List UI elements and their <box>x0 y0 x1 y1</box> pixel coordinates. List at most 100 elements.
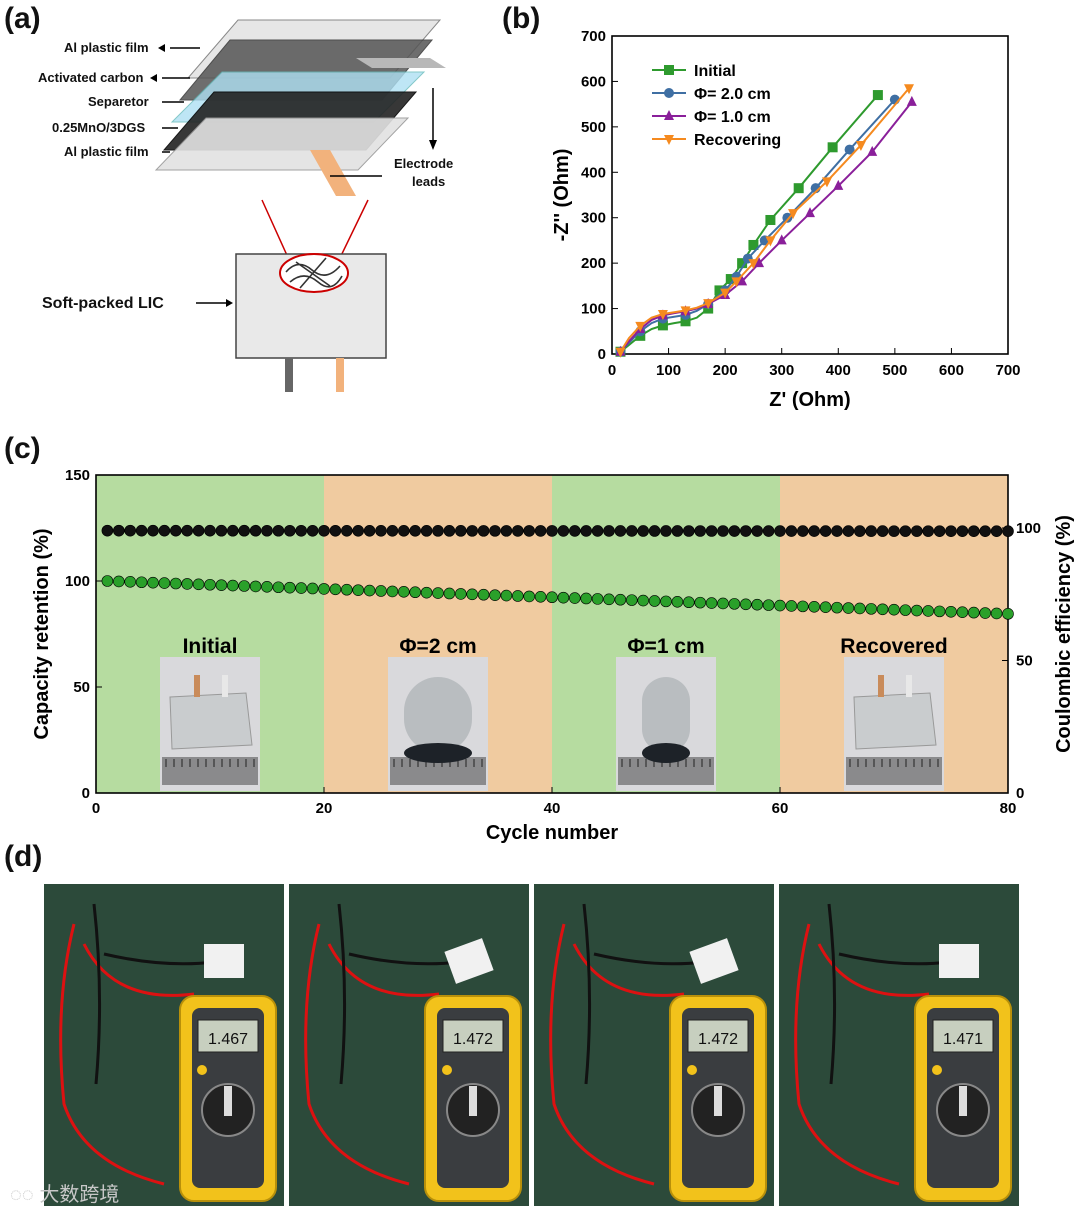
data-point-c <box>181 524 193 537</box>
black-wire <box>92 903 215 1085</box>
pouch-lead <box>222 675 228 697</box>
data-point-c <box>295 582 308 594</box>
data-point-c <box>101 524 114 537</box>
data-point-c <box>694 596 707 609</box>
data-point-c <box>762 525 775 537</box>
data-point-c <box>272 524 285 537</box>
x-tick-label-b: 700 <box>995 362 1020 379</box>
multimeter-photo: 1.472 <box>289 884 529 1206</box>
photo-pouch-bent-1cm <box>616 657 716 791</box>
cell-under-test <box>689 938 739 984</box>
data-point-c <box>705 597 718 609</box>
watermark-logo-icon: ◌◌ <box>10 1184 40 1206</box>
data-point-c <box>603 525 615 537</box>
data-point-c <box>865 603 878 615</box>
y-tick-label-b: 100 <box>581 301 606 318</box>
multimeter-display <box>197 1019 259 1053</box>
data-point-c <box>945 605 957 618</box>
data-point-c <box>717 597 729 610</box>
data-point-b <box>680 306 691 317</box>
panel-a-schematic: Al plastic film Activated carbon Separet… <box>0 0 500 420</box>
data-point-c <box>489 525 501 537</box>
data-point-c <box>899 525 912 537</box>
data-point-c <box>443 587 456 600</box>
data-point-c <box>945 525 957 537</box>
multimeter-reading: 1.472 <box>453 1031 493 1048</box>
data-point-c <box>135 576 148 589</box>
data-point-c <box>443 525 456 537</box>
legend-label-b: Recovering <box>694 132 781 149</box>
data-point-c <box>375 585 387 597</box>
data-point-c <box>910 604 923 617</box>
multimeter-display <box>442 1019 504 1053</box>
lead-orange <box>336 358 344 392</box>
data-point-c <box>580 592 593 605</box>
photo-pouch-flat <box>160 657 260 791</box>
data-point-c <box>625 525 638 537</box>
legend-marker-b <box>664 65 674 75</box>
data-point-b <box>737 275 748 286</box>
legend-label-b: Φ= 1.0 cm <box>694 109 771 126</box>
data-point-c <box>409 525 422 537</box>
data-point-c <box>865 525 878 537</box>
data-point-c <box>329 583 342 596</box>
cell-under-test <box>204 944 244 978</box>
black-wire <box>827 903 950 1085</box>
data-point-c <box>580 525 593 537</box>
data-point-c <box>386 525 399 537</box>
data-point-b <box>906 95 917 106</box>
data-point-b <box>731 277 742 288</box>
data-point-c <box>477 588 490 601</box>
data-point-c <box>466 588 479 601</box>
y2-tick-label-c: 100 <box>1016 520 1041 537</box>
data-point-c <box>637 525 650 537</box>
watermark-text: 大数跨境 <box>39 1184 120 1206</box>
lead-bottom <box>310 150 356 196</box>
data-point-c <box>660 525 672 537</box>
data-point-b <box>615 347 626 358</box>
data-point-b <box>776 234 787 245</box>
data-point-c <box>204 578 216 591</box>
data-point-c <box>181 578 193 590</box>
data-point-c <box>557 525 570 537</box>
data-point-c <box>956 606 969 618</box>
black-wire <box>337 903 460 1085</box>
y-tick-label-b: 400 <box>581 164 606 181</box>
data-point-c <box>591 593 604 605</box>
layer-label-2: Activated carbon <box>38 70 144 85</box>
data-point-c <box>614 525 627 537</box>
data-point-c <box>409 586 422 599</box>
data-point-b <box>765 214 776 225</box>
data-point-c <box>238 524 250 537</box>
data-point-c <box>511 590 524 602</box>
data-point-b <box>833 179 844 190</box>
data-point-c <box>238 580 250 592</box>
y-tick-label-b: 300 <box>581 210 606 227</box>
data-point-b <box>714 285 725 296</box>
panel-d-label: (d) <box>4 840 43 873</box>
series-c-1 <box>101 575 1014 620</box>
data-point-c <box>819 525 832 537</box>
data-point-c <box>124 524 136 537</box>
data-point-c <box>534 591 547 603</box>
data-point-c <box>899 604 912 616</box>
data-point-c <box>340 524 353 537</box>
data-point-c <box>363 584 376 597</box>
data-point-c <box>705 525 718 537</box>
multimeter-display <box>932 1019 994 1053</box>
data-point-c <box>591 525 604 537</box>
data-point-c <box>397 525 410 537</box>
data-point-c <box>922 525 935 537</box>
data-point-c <box>682 525 695 537</box>
data-point-c <box>648 525 661 537</box>
yellow-button <box>197 1065 207 1075</box>
data-point-c <box>363 525 376 537</box>
pouch-rolled-shape <box>404 677 472 753</box>
legend-marker-b <box>664 88 674 98</box>
data-point-c <box>340 583 353 596</box>
data-point-c <box>1002 608 1014 620</box>
pouch-lead <box>878 675 884 697</box>
data-point-b <box>805 207 815 218</box>
data-point-c <box>306 524 319 537</box>
